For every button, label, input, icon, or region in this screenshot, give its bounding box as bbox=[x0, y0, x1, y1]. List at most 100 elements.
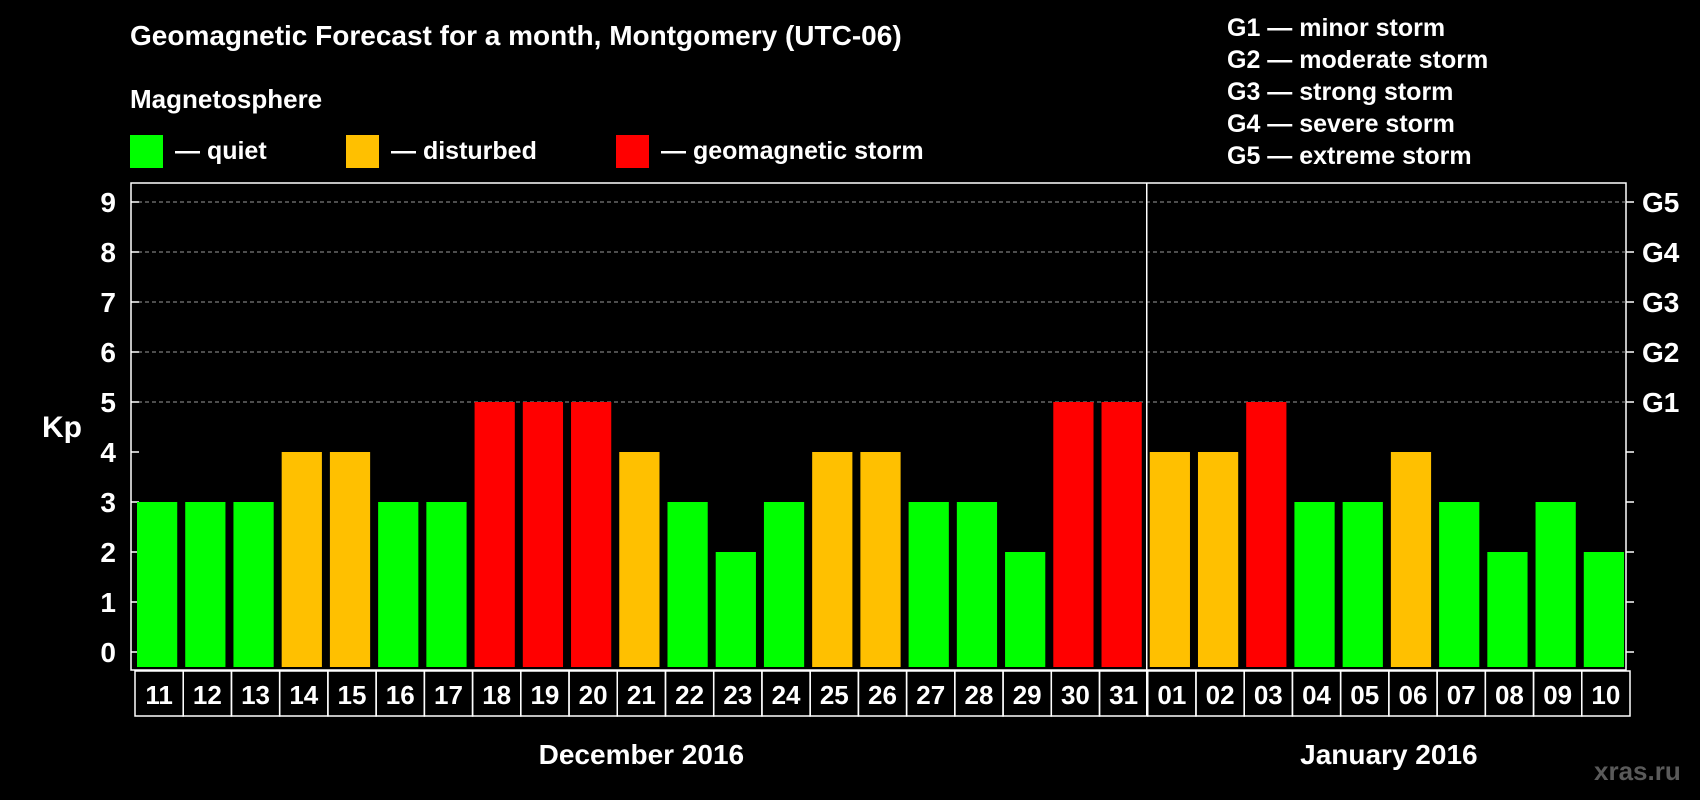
bar-11 bbox=[137, 502, 178, 667]
day-label-13: 13 bbox=[241, 680, 270, 710]
day-label-06: 06 bbox=[1399, 680, 1428, 710]
right-tick-label-g2: G2 bbox=[1642, 337, 1679, 368]
y-tick-label-0: 0 bbox=[100, 637, 116, 668]
day-label-28: 28 bbox=[964, 680, 993, 710]
month-label-0: December 2016 bbox=[539, 739, 744, 770]
legend-label-storm: — geomagnetic storm bbox=[661, 136, 924, 165]
legend-item-quiet: — quiet bbox=[130, 134, 267, 168]
right-tick-label-g1: G1 bbox=[1642, 387, 1679, 418]
day-label-01: 01 bbox=[1157, 680, 1186, 710]
bar-29 bbox=[1005, 552, 1046, 667]
legend-label-quiet: — quiet bbox=[175, 136, 267, 165]
day-label-21: 21 bbox=[627, 680, 656, 710]
day-label-19: 19 bbox=[530, 680, 559, 710]
day-label-09: 09 bbox=[1543, 680, 1572, 710]
bar-18 bbox=[474, 402, 515, 667]
bar-28 bbox=[956, 502, 998, 667]
y-tick-label-6: 6 bbox=[100, 337, 116, 368]
bar-22 bbox=[667, 502, 708, 667]
bar-25 bbox=[812, 452, 853, 667]
bar-16 bbox=[378, 502, 419, 667]
y-tick-label-2: 2 bbox=[100, 537, 116, 568]
day-label-25: 25 bbox=[820, 680, 849, 710]
day-label-14: 14 bbox=[289, 680, 318, 710]
day-label-26: 26 bbox=[868, 680, 897, 710]
day-label-17: 17 bbox=[434, 680, 463, 710]
day-label-22: 22 bbox=[675, 680, 704, 710]
bar-15 bbox=[329, 452, 371, 667]
legend-title: Magnetosphere bbox=[130, 84, 323, 114]
storm-scale-g1: G1 — minor storm bbox=[1227, 14, 1446, 42]
day-label-03: 03 bbox=[1254, 680, 1283, 710]
bar-08 bbox=[1487, 552, 1528, 667]
y-tick-label-5: 5 bbox=[100, 387, 116, 418]
bar-31 bbox=[1101, 402, 1142, 667]
day-label-27: 27 bbox=[916, 680, 945, 710]
day-label-29: 29 bbox=[1013, 680, 1042, 710]
day-label-04: 04 bbox=[1302, 680, 1331, 710]
bar-13 bbox=[233, 502, 274, 667]
bar-12 bbox=[185, 502, 226, 667]
storm-scale-g4: G4 — severe storm bbox=[1227, 110, 1455, 138]
legend-item-storm: — geomagnetic storm bbox=[616, 134, 924, 168]
bar-06 bbox=[1390, 452, 1432, 667]
bar-14 bbox=[281, 452, 322, 667]
bar-23 bbox=[715, 552, 756, 667]
bar-05 bbox=[1342, 502, 1383, 667]
bar-26 bbox=[860, 452, 901, 667]
legend-swatch-disturbed bbox=[346, 134, 379, 168]
storm-scale-legend: G1 — minor storm G2 — moderate storm G3 … bbox=[1227, 12, 1488, 172]
bar-07 bbox=[1439, 502, 1480, 667]
legend-swatch-quiet bbox=[130, 134, 163, 168]
legend-swatch-storm bbox=[616, 134, 649, 168]
y-tick-label-3: 3 bbox=[100, 487, 116, 518]
bar-19 bbox=[522, 402, 564, 667]
y-tick-label-9: 9 bbox=[100, 187, 116, 218]
bar-21 bbox=[619, 452, 660, 667]
day-label-16: 16 bbox=[386, 680, 415, 710]
chart-title: Geomagnetic Forecast for a month, Montgo… bbox=[130, 20, 902, 51]
day-label-02: 02 bbox=[1206, 680, 1235, 710]
y-axis-label: Kp bbox=[42, 411, 82, 444]
day-label-07: 07 bbox=[1447, 680, 1476, 710]
y-tick-label-4: 4 bbox=[100, 437, 116, 468]
day-label-12: 12 bbox=[193, 680, 222, 710]
bar-17 bbox=[426, 502, 467, 667]
y-tick-label-8: 8 bbox=[100, 237, 116, 268]
day-label-11: 11 bbox=[145, 680, 173, 710]
right-tick-label-g3: G3 bbox=[1642, 287, 1679, 318]
bar-30 bbox=[1053, 402, 1094, 667]
month-label-1: January 2016 bbox=[1300, 739, 1477, 770]
y-tick-label-7: 7 bbox=[100, 287, 116, 318]
storm-scale-g3: G3 — strong storm bbox=[1227, 78, 1454, 106]
day-label-08: 08 bbox=[1495, 680, 1524, 710]
plot-frame bbox=[130, 182, 1627, 671]
day-label-31: 31 bbox=[1109, 680, 1138, 710]
bar-20 bbox=[571, 402, 612, 667]
day-label-10: 10 bbox=[1591, 680, 1620, 710]
day-label-24: 24 bbox=[772, 680, 801, 710]
day-label-18: 18 bbox=[482, 680, 511, 710]
bar-04 bbox=[1294, 502, 1335, 667]
bar-02 bbox=[1197, 452, 1239, 667]
bar-27 bbox=[908, 502, 949, 667]
watermark: xras.ru bbox=[1594, 756, 1681, 786]
day-label-15: 15 bbox=[338, 680, 367, 710]
storm-scale-g2: G2 — moderate storm bbox=[1227, 46, 1489, 74]
bar-03 bbox=[1246, 402, 1287, 667]
day-label-30: 30 bbox=[1061, 680, 1090, 710]
day-label-20: 20 bbox=[579, 680, 608, 710]
right-tick-label-g5: G5 bbox=[1642, 187, 1679, 218]
right-tick-label-g4: G4 bbox=[1642, 237, 1680, 268]
bar-24 bbox=[763, 502, 805, 667]
y-tick-label-1: 1 bbox=[100, 587, 116, 618]
bar-01 bbox=[1149, 452, 1190, 667]
storm-scale-g5: G5 — extreme storm bbox=[1227, 142, 1472, 170]
bar-09 bbox=[1535, 502, 1576, 667]
bar-10 bbox=[1583, 552, 1624, 667]
day-label-23: 23 bbox=[723, 680, 752, 710]
legend-label-disturbed: — disturbed bbox=[391, 136, 537, 165]
day-label-05: 05 bbox=[1350, 680, 1379, 710]
legend-item-disturbed: — disturbed bbox=[346, 134, 537, 168]
